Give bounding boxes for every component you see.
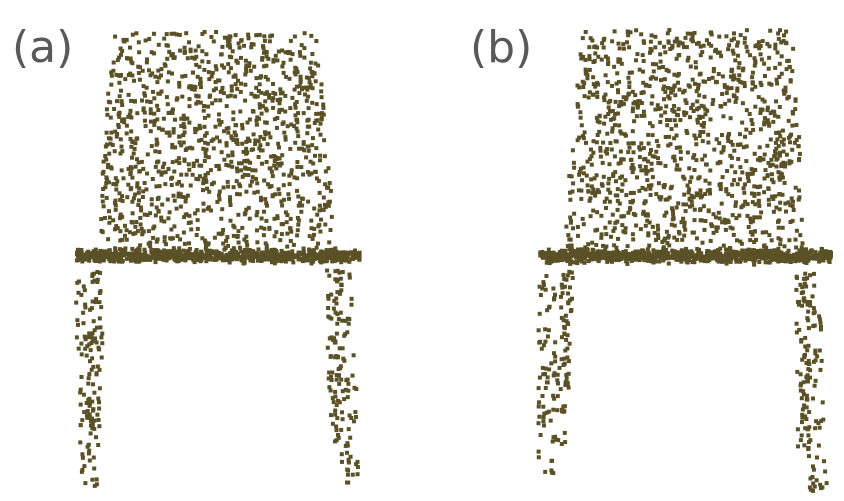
panel-a: (a) xyxy=(12,22,362,488)
panel-b-label: (b) xyxy=(470,22,532,73)
panel-b-chair-point-cloud xyxy=(536,28,833,493)
panel-a-label: (a) xyxy=(12,22,73,73)
panel-a-chair-point-cloud xyxy=(74,30,362,488)
panel-b: (b) xyxy=(470,22,833,493)
